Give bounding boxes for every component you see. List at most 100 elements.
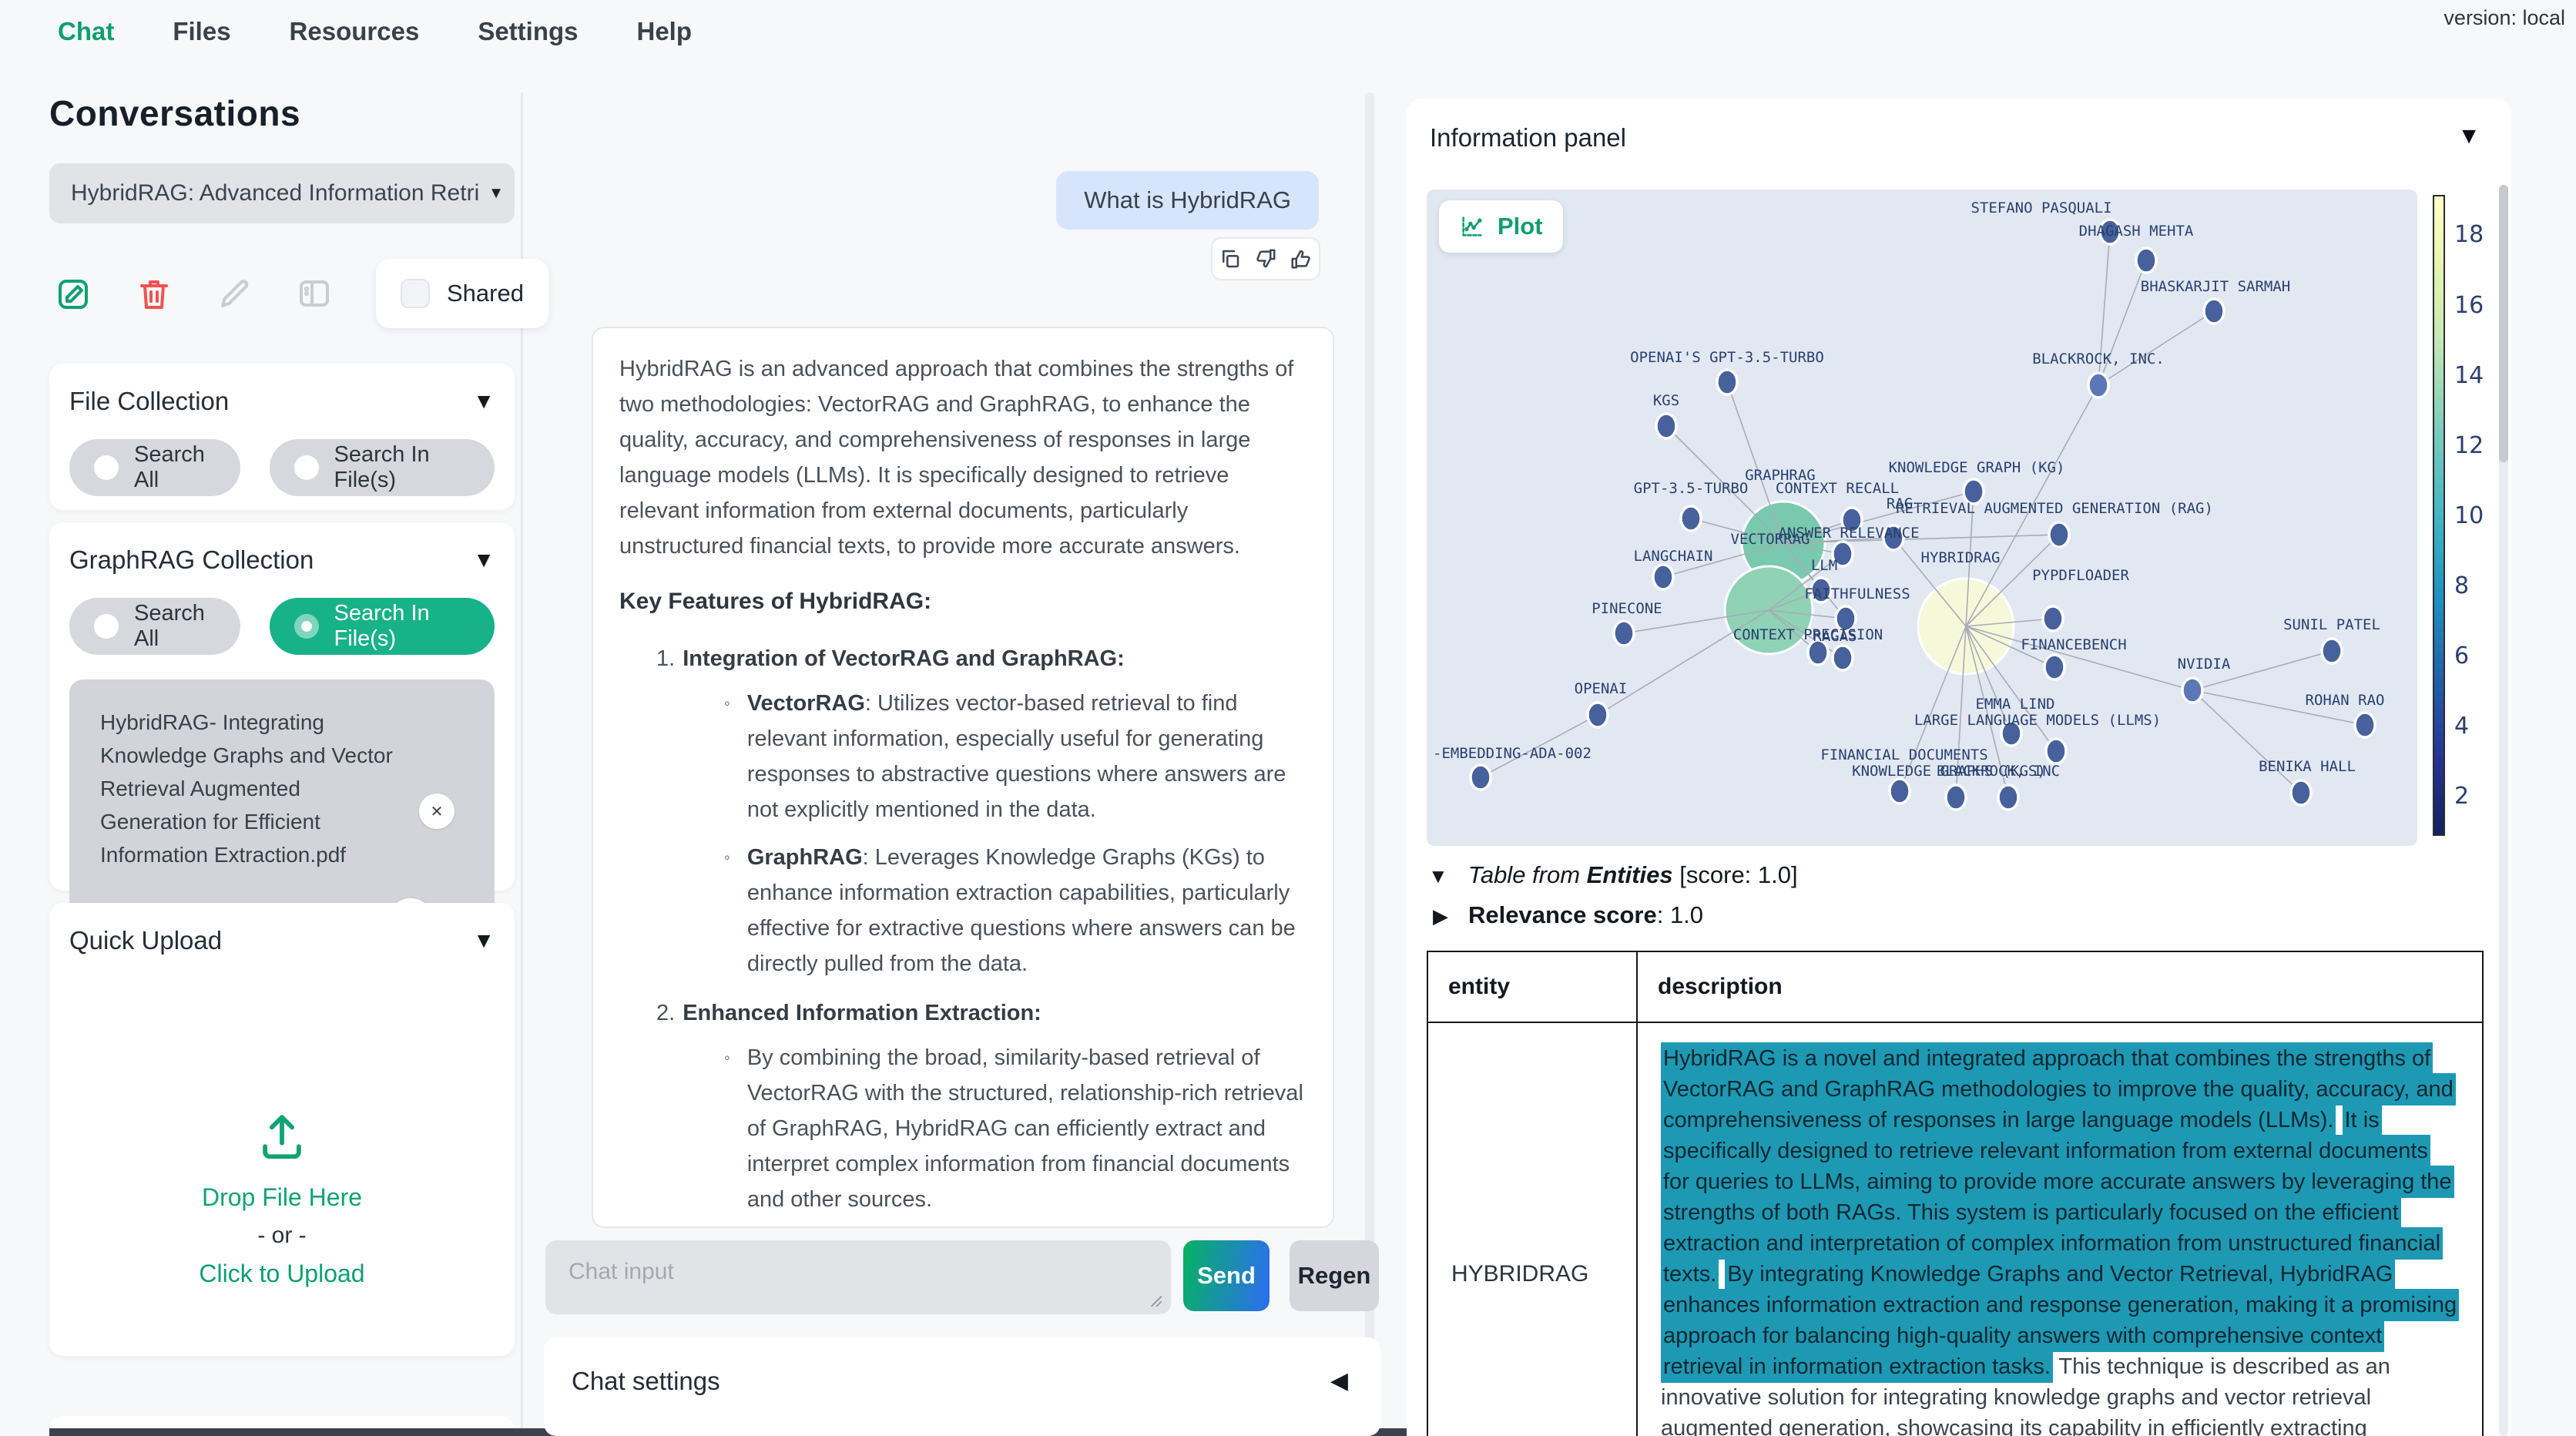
- graph-label: RAGAS: [1813, 628, 1857, 645]
- graph-node-pypdf[interactable]: [2041, 605, 2064, 632]
- graph-edge: [1965, 626, 2055, 668]
- graph-node-rohan[interactable]: [2353, 711, 2376, 739]
- graph-node-llm[interactable]: [1810, 576, 1833, 604]
- table-from-label: Table from: [1467, 861, 1581, 888]
- nav-tab-resources[interactable]: Resources: [289, 17, 420, 45]
- resize-handle-icon[interactable]: [1146, 1291, 1163, 1308]
- graph-node-kg[interactable]: [1962, 478, 1985, 505]
- shared-toggle[interactable]: Shared: [376, 259, 548, 328]
- graph-edge: [1726, 381, 1784, 544]
- nav-tab-help[interactable]: Help: [636, 17, 693, 45]
- shared-checkbox[interactable]: [401, 279, 430, 308]
- thumbs-up-icon[interactable]: [1290, 247, 1313, 270]
- graph-node-ctx_recall[interactable]: [1840, 506, 1863, 534]
- graph-node-bhaskarjit[interactable]: [2202, 297, 2225, 325]
- entities-section-header[interactable]: ▼ Table from Entities [score: 1.0]: [1428, 861, 1798, 889]
- send-button[interactable]: Send: [1183, 1240, 1270, 1311]
- graph-edge: [1665, 425, 1784, 544]
- graph-node-kgs2[interactable]: [1944, 783, 1967, 811]
- graph-edge: [1768, 609, 1843, 659]
- graph-edge: [1893, 537, 1967, 627]
- graph-node-nvidia[interactable]: [2181, 676, 2204, 704]
- graph-node-openai_gpt[interactable]: [1716, 368, 1739, 396]
- graph-node-stefano[interactable]: [2098, 218, 2122, 246]
- remove-file-icon[interactable]: ✕: [419, 793, 454, 829]
- copy-icon[interactable]: [1219, 247, 1242, 270]
- radio-label: Search In File(s): [334, 601, 430, 651]
- collapse-icon[interactable]: ▼: [2457, 123, 2480, 149]
- graph-node-ctxp2[interactable]: [1831, 644, 1854, 672]
- graph-label: BLACKROCK, INC: [1937, 763, 2060, 780]
- graph-label: OPENAI'S GPT-3.5-TURBO: [1630, 349, 1824, 366]
- graph-node-financebench[interactable]: [2043, 653, 2066, 681]
- graph-label: OPENAI: [1575, 680, 1628, 697]
- collapsed-arrow-icon: ◀: [1330, 1368, 1348, 1394]
- answer-list-item: 1. Integration of VectorRAG and GraphRAG:: [656, 646, 1125, 671]
- graph-node-dhagash[interactable]: [2135, 247, 2158, 274]
- colorbar-tick: 12: [2454, 431, 2484, 459]
- click-to-upload-link[interactable]: Click to Upload: [199, 1260, 365, 1287]
- collapse-icon[interactable]: ▼: [473, 389, 495, 413]
- info-scrollbar[interactable]: [2499, 185, 2508, 1436]
- graph-node-sunil[interactable]: [2320, 637, 2343, 665]
- chat-settings-accordion[interactable]: Chat settings ◀: [544, 1337, 1380, 1436]
- delete-conversation-icon[interactable]: [136, 275, 173, 312]
- answer-sub-bullet: ◦ By combining the broad, similarity-base…: [724, 1045, 1303, 1212]
- graph-label: HYBRIDRAG: [1921, 549, 2001, 566]
- conversation-select[interactable]: HybridRAG: Advanced Information Retriev …: [49, 163, 515, 223]
- file-search-in-files-radio[interactable]: Search In File(s): [269, 439, 495, 496]
- file-collection-title: File Collection: [69, 387, 230, 415]
- nav-tab-chat[interactable]: Chat: [58, 17, 115, 45]
- graph-node-openai[interactable]: [1586, 701, 1609, 729]
- graph-node-faithful[interactable]: [1834, 605, 1857, 632]
- graph-node-emma[interactable]: [2000, 720, 2023, 747]
- chat-input[interactable]: Chat input: [545, 1240, 1171, 1314]
- graph-node-gpt35[interactable]: [1679, 505, 1702, 532]
- nav-tab-files[interactable]: Files: [173, 17, 231, 45]
- relevance-score-row[interactable]: ▶ Relevance score: 1.0: [1433, 901, 1703, 929]
- new-conversation-icon[interactable]: [55, 275, 92, 312]
- graph-node-pinecone[interactable]: [1612, 619, 1635, 647]
- entity-graph-plot[interactable]: Plot STEFANO PASQUALI DHAGASH MEHTA BHASKA…: [1427, 190, 2417, 846]
- graph-node-langchain[interactable]: [1652, 563, 1675, 591]
- panel-toggle-icon[interactable]: [296, 275, 333, 312]
- graph-node-answer_rel[interactable]: [1831, 540, 1854, 568]
- graph-node-kgs[interactable]: [1655, 412, 1678, 440]
- upload-dropzone[interactable]: Drop File Here - or - Click to Upload: [69, 986, 495, 1288]
- thumbs-down-icon[interactable]: [1254, 247, 1277, 270]
- graph-label: FINANCEBENCH: [2021, 636, 2126, 653]
- plot-tab-button[interactable]: Plot: [1439, 200, 1563, 253]
- graph-node-embedding[interactable]: [1469, 763, 1492, 791]
- graph-node-blackrock2[interactable]: [1997, 783, 2020, 811]
- graph-edge: [2098, 260, 2147, 386]
- file-search-all-radio[interactable]: Search All: [69, 439, 240, 496]
- answer-intro: HybridRAG is an advanced approach that c…: [619, 357, 1294, 559]
- graphrag-search-in-files-radio[interactable]: Search In File(s): [269, 598, 495, 655]
- conversations-title: Conversations: [49, 93, 301, 133]
- graph-node-ctxp1[interactable]: [1806, 639, 1830, 666]
- graphrag-search-all-radio[interactable]: Search All: [69, 598, 240, 655]
- plot-tab-label: Plot: [1498, 213, 1543, 240]
- graph-edge: [1965, 626, 2009, 798]
- collapse-icon[interactable]: ▼: [473, 928, 495, 952]
- graph-edge: [1768, 553, 1843, 611]
- graph-node-findocs[interactable]: [1888, 777, 1911, 805]
- graph-label: BHASKARJIT SARMAH: [2141, 278, 2290, 295]
- information-panel: Information panel ▼ Plot STEFANO PASQUAL…: [1407, 99, 2511, 1436]
- regen-button[interactable]: Regen: [1290, 1240, 1379, 1311]
- nav-tab-settings[interactable]: Settings: [478, 17, 579, 45]
- chat-scrollbar[interactable]: [1365, 92, 1374, 1436]
- rename-conversation-icon[interactable]: [216, 275, 253, 312]
- collapse-icon[interactable]: ▼: [473, 548, 495, 572]
- graph-label: ANSWER RELEVANCE: [1778, 525, 1919, 542]
- graph-node-retrieval[interactable]: [2048, 521, 2071, 549]
- graph-node-rag[interactable]: [1882, 524, 1905, 552]
- graph-edge: [1965, 626, 2057, 752]
- graph-node-llms[interactable]: [2044, 737, 2068, 765]
- graph-label: BLACKROCK, INC.: [2032, 351, 2165, 367]
- graph-edge: [1480, 714, 1598, 778]
- graph-node-blackrock_top[interactable]: [2087, 371, 2110, 399]
- colorbar-tick: 6: [2454, 643, 2470, 670]
- graph-label: CONTEXT RECALL: [1776, 480, 1899, 497]
- graph-node-benika[interactable]: [2289, 779, 2313, 807]
